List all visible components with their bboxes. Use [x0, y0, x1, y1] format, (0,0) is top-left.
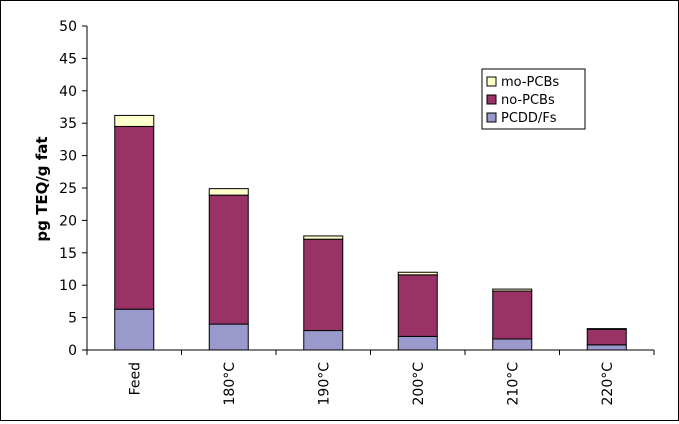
y-axis-label: pg TEQ/g fat [33, 136, 51, 241]
bar-segment-mo-pcbs [303, 235, 344, 240]
y-axis: 0 5 10 15 20 25 30 35 40 45 50 [59, 19, 88, 359]
x-tick-label: Feed [127, 362, 143, 395]
bar-segment-pcdd-fs [492, 338, 533, 351]
y-tick-label: 30 [59, 149, 77, 165]
y-tick-label: 50 [59, 19, 77, 35]
y-tick-label: 40 [59, 84, 77, 100]
y-tick-label: 15 [59, 246, 77, 262]
y-tick-label: 20 [59, 213, 77, 229]
legend-label: no-PCBs [501, 93, 555, 108]
bar-segment-pcdd-fs [303, 330, 344, 351]
bar-segment-pcdd-fs [397, 335, 438, 351]
legend: mo-PCBs no-PCBs PCDD/Fs [481, 68, 586, 130]
y-tick-label: 45 [59, 51, 77, 67]
legend-label: mo-PCBs [501, 75, 559, 90]
x-tick-label: 200°C [411, 362, 427, 406]
bar-segment-no-pcbs [492, 290, 533, 340]
x-tick-label: 190°C [316, 362, 332, 406]
bar-segment-no-pcbs [303, 238, 344, 332]
legend-swatch [486, 94, 497, 105]
bar-segment-no-pcbs [114, 125, 155, 310]
x-tick-label: 220°C [600, 362, 616, 406]
bar-segment-pcdd-fs [208, 323, 249, 351]
bar-segment-pcdd-fs [114, 308, 155, 351]
bar-segment-mo-pcbs [208, 188, 249, 196]
legend-label: PCDD/Fs [501, 111, 557, 126]
legend-swatch [486, 76, 497, 87]
bar-segment-mo-pcbs [114, 114, 155, 127]
y-tick-label: 35 [59, 116, 77, 132]
y-tick-label: 10 [59, 278, 77, 294]
y-tick-label: 25 [59, 181, 77, 197]
bars [114, 114, 627, 351]
y-tick-label: 0 [68, 343, 77, 359]
bar-segment-no-pcbs [586, 328, 627, 346]
bar-segment-no-pcbs [208, 194, 249, 325]
bar-segment-mo-pcbs [586, 328, 627, 330]
x-axis: Feed 180°C 190°C 200°C 210°C 220°C [86, 349, 655, 406]
y-tick-label: 5 [68, 311, 77, 327]
bar-segment-mo-pcbs [397, 271, 438, 276]
legend-swatch [486, 112, 497, 123]
x-tick-label: 180°C [222, 362, 238, 406]
bar-segment-no-pcbs [397, 274, 438, 337]
legend-box [481, 68, 586, 130]
bar-segment-mo-pcbs [492, 288, 533, 292]
x-tick-label: 210°C [505, 362, 521, 406]
bar-segment-pcdd-fs [586, 344, 627, 351]
